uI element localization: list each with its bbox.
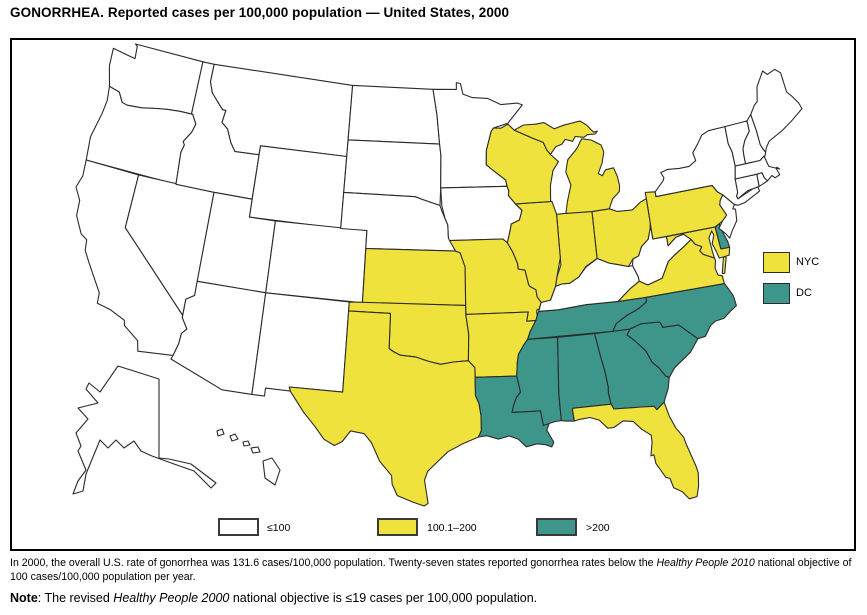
legend-label-low: ≤100 (267, 522, 291, 534)
note-italic-text: Healthy People 2000 (113, 591, 230, 605)
dc-legend-swatch (763, 283, 790, 304)
legend-label-high: >200 (586, 522, 610, 534)
map-frame: NYC DC ≤100 100.1–200 >200 (10, 38, 856, 551)
state-MI (513, 120, 621, 214)
nyc-legend-label: NYC (796, 256, 820, 268)
state-NM (251, 292, 350, 397)
dc-legend-label: DC (796, 287, 812, 299)
legend-swatch-mid (377, 518, 418, 536)
footnote-text: In 2000, the overall U.S. rate of gonorr… (10, 557, 657, 569)
legend-swatch-low (218, 518, 259, 536)
state-MD (665, 226, 731, 259)
state-ND (347, 84, 441, 145)
nyc-legend-swatch (763, 252, 790, 273)
us-choropleth-map (72, 43, 803, 507)
legend-label-mid: 100.1–200 (427, 522, 477, 534)
state-MT (209, 63, 354, 158)
state-OH (591, 198, 651, 268)
state-HI (216, 428, 281, 486)
state-KS (361, 247, 467, 306)
figure-footnote: In 2000, the overall U.S. rate of gonorr… (10, 557, 859, 584)
state-ME (750, 68, 803, 153)
state-TX (288, 310, 482, 507)
figure-note: Note: The revised Healthy People 2000 na… (10, 591, 859, 605)
state-FL (571, 401, 700, 500)
note-text-2: national objective is ≤19 cases per 100,… (229, 591, 538, 605)
legend-swatch-high (536, 518, 577, 536)
state-IL (506, 200, 561, 303)
footnote-text-2: national objective of 100 cases/100,000 … (10, 557, 852, 583)
page-title: GONORRHEA. Reported cases per 100,000 po… (10, 5, 510, 20)
footnote-italic-text: Healthy People 2010 (656, 557, 755, 569)
note-text: : The revised (37, 591, 114, 605)
state-IN (554, 209, 598, 287)
state-AK (72, 365, 217, 495)
note-label: Note (10, 591, 38, 605)
state-CO (265, 220, 368, 304)
state-WY (248, 145, 348, 230)
